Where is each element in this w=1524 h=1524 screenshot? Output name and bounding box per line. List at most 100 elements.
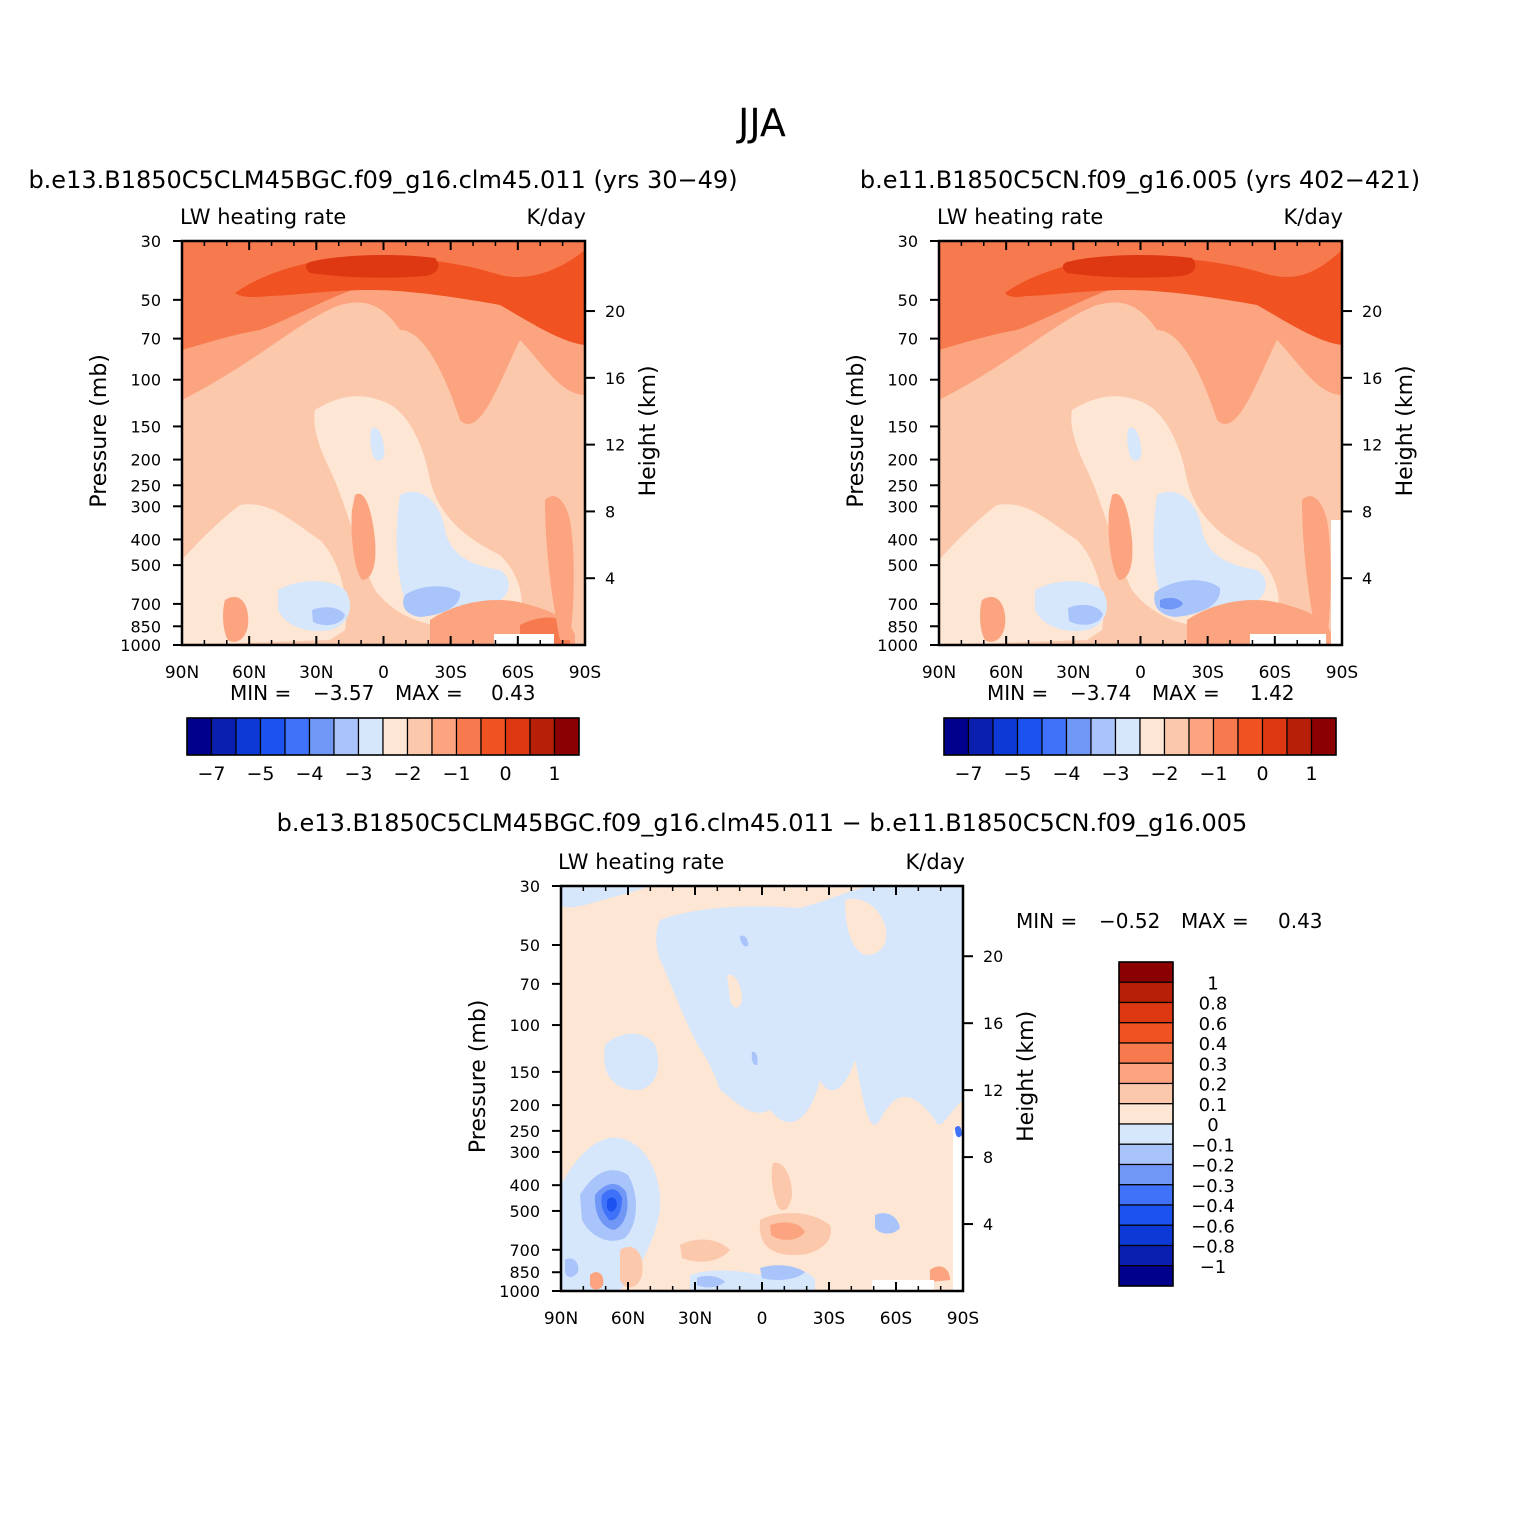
panel-c-min-value: −0.52: [1099, 909, 1160, 933]
panel-b-colorbar: −7 −5 −4 −3 −2 −1 0 1: [943, 717, 1337, 785]
colorbar-swatch: [1118, 981, 1174, 1004]
y2-tick-label: 16: [605, 369, 625, 388]
y2-axis-title: Height (km): [1014, 1011, 1039, 1142]
panel-b-axes: 90N 60N 30N 0 30S 60S 90S 30 50 70 100 150 200 250 300…: [844, 232, 1418, 683]
y-tick-label: 70: [520, 975, 540, 994]
colorbar-label: −0.4: [1191, 1196, 1235, 1217]
panel-b-title: b.e11.B1850C5CN.f09_g16.005 (yrs 402−421…: [860, 166, 1420, 194]
panel-b-right-label: K/day: [1284, 205, 1343, 229]
x-tick-label: 90S: [569, 663, 601, 683]
y-tick-label: 50: [520, 936, 540, 955]
panel-b-left-label: LW heating rate: [937, 205, 1103, 229]
y-tick-label: 250: [887, 476, 918, 495]
colorbar-swatch: [1261, 717, 1288, 756]
x-tick-label: 30N: [1056, 663, 1090, 683]
x-tick-label: 0: [1135, 663, 1146, 683]
colorbar-label: −5: [246, 763, 274, 785]
colorbar-swatch: [455, 717, 482, 756]
panel-b-min-label: MIN =: [987, 681, 1048, 705]
y2-axis-title: Height (km): [636, 365, 661, 496]
colorbar-swatch: [210, 717, 237, 756]
colorbar-swatch: [235, 717, 262, 756]
x-tick-label: 90N: [165, 663, 199, 683]
colorbar-label: −4: [1052, 763, 1080, 785]
colorbar-swatch: [1310, 717, 1337, 756]
y-tick-label: 30: [898, 232, 918, 251]
x-tick-label: 90S: [1326, 663, 1358, 683]
x-tick-label: 0: [757, 1309, 768, 1329]
season-title: JJA: [736, 101, 786, 145]
panel-c-contour-field: [561, 886, 963, 1291]
colorbar-swatch: [1118, 1001, 1174, 1024]
y-tick-label: 1000: [120, 636, 161, 655]
y-tick-label: 400: [887, 530, 918, 549]
colorbar-label: −4: [295, 763, 323, 785]
x-tick-label: 60N: [989, 663, 1023, 683]
x-tick-label: 60N: [611, 1309, 645, 1329]
y-tick-label: 50: [141, 291, 161, 310]
x-tick-label: 90S: [947, 1309, 979, 1329]
colorbar-label: 0: [1207, 1115, 1218, 1136]
colorbar-label: −7: [197, 763, 225, 785]
colorbar-label: 1: [548, 763, 560, 785]
x-tick-label: 30S: [434, 663, 466, 683]
y-tick-label: 50: [898, 291, 918, 310]
y-tick-label: 850: [887, 617, 918, 636]
panel-a-min-value: −3.57: [313, 681, 374, 705]
y2-tick-label: 12: [605, 436, 625, 455]
panel-a-title: b.e13.B1850C5CLM45BGC.f09_g16.clm45.011 …: [28, 166, 737, 194]
colorbar-label: 1: [1207, 973, 1218, 994]
y2-tick-label: 8: [1362, 502, 1372, 521]
colorbar-swatch: [1139, 717, 1166, 756]
colorbar-frame: [943, 717, 1337, 756]
y-tick-label: 30: [520, 877, 540, 896]
colorbar-label: −1: [1199, 763, 1227, 785]
y-tick-label: 30: [141, 232, 161, 251]
y2-tick-label: 16: [983, 1014, 1003, 1033]
colorbar-swatch: [1118, 1265, 1174, 1287]
panel-b-max-label: MAX =: [1152, 681, 1220, 705]
colorbar-label: −0.2: [1191, 1156, 1235, 1177]
y-tick-label: 200: [887, 451, 918, 470]
y2-tick-label: 20: [983, 947, 1003, 966]
colorbar-swatch: [1114, 717, 1141, 756]
x-tick-label: 0: [378, 663, 389, 683]
y-tick-label: 400: [509, 1176, 540, 1195]
colorbar-label: −7: [954, 763, 982, 785]
colorbar-swatch: [1118, 1204, 1174, 1226]
y-tick-label: 500: [887, 556, 918, 575]
colorbar-label: 0.8: [1199, 994, 1228, 1015]
y2-tick-label: 20: [1362, 302, 1382, 321]
colorbar-swatch: [431, 717, 458, 756]
panel-c-max-value: 0.43: [1278, 909, 1323, 933]
y2-tick-label: 20: [605, 302, 625, 321]
y-tick-label: 250: [130, 476, 161, 495]
colorbar-label: −0.3: [1191, 1176, 1235, 1197]
y2-tick-label: 8: [605, 502, 615, 521]
y2-tick-label: 4: [983, 1215, 993, 1234]
x-tick-label: 30S: [813, 1309, 845, 1329]
colorbar-label: −1: [1200, 1257, 1227, 1278]
panel-b-max-value: 1.42: [1250, 681, 1295, 705]
colorbar-label: −1: [442, 763, 470, 785]
panel-a: b.e13.B1850C5CLM45BGC.f09_g16.clm45.011 …: [28, 166, 737, 785]
y-tick-label: 850: [130, 617, 161, 636]
y-tick-label: 400: [130, 530, 161, 549]
x-tick-label: 60S: [880, 1309, 912, 1329]
y-tick-label: 700: [887, 595, 918, 614]
y-tick-label: 100: [887, 371, 918, 390]
y-tick-label: 100: [509, 1016, 540, 1035]
x-tick-label: 60S: [1259, 663, 1291, 683]
panel-a-max-label: MAX =: [395, 681, 463, 705]
panel-a-max-value: 0.43: [491, 681, 536, 705]
panel-c-max-label: MAX =: [1181, 909, 1249, 933]
x-tick-label: 60S: [502, 663, 534, 683]
colorbar-swatch: [992, 717, 1019, 756]
colorbar-swatch: [553, 717, 580, 756]
panel-a-colorbar: −7 −5 −4 −3 −2 −1 0 1: [186, 717, 580, 785]
colorbar-label: −3: [344, 763, 372, 785]
colorbar-swatch: [1065, 717, 1092, 756]
y-tick-label: 300: [887, 497, 918, 516]
panel-b-min-value: −3.74: [1070, 681, 1131, 705]
